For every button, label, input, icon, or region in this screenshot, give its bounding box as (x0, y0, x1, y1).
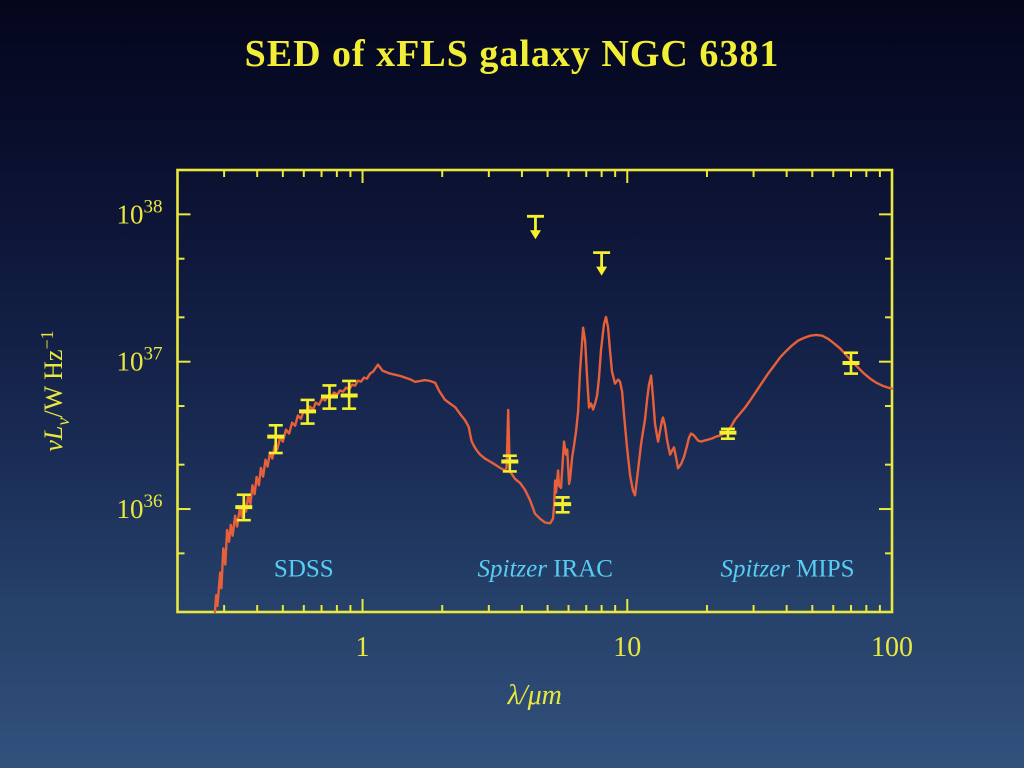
annotation-mips: Spitzer MIPS (720, 556, 854, 583)
y-tick-label: 1038 (117, 196, 163, 229)
x-tick-label: 1 (356, 632, 370, 663)
errorbar-point-SDSS-i (320, 384, 338, 410)
errorbar-point-IRAC-5.8 (554, 496, 572, 514)
errorbar-point-SDSS-r (299, 398, 317, 425)
y-tick-label: 1036 (117, 491, 163, 524)
upper-limit-arrow-IRAC-4.5 (526, 214, 544, 240)
page-title: SED of xFLS galaxy NGC 6381 (244, 33, 780, 75)
plot-frame (176, 168, 894, 614)
errorbar-point-SDSS-g (267, 424, 285, 455)
x-axis-label: λ/μm (507, 680, 562, 711)
errorbar-point-SDSS-z (340, 379, 358, 410)
upper-limit-arrow-IRAC-8.0 (593, 251, 611, 276)
y-tick-label: 1037 (117, 344, 163, 377)
x-tick-label: 10 (613, 632, 641, 663)
y-axis-label: νLν/W Hz−1 (37, 330, 73, 451)
annotation-irac: Spitzer IRAC (478, 556, 613, 583)
errorbar-point-MIPS-24 (719, 427, 737, 441)
errorbar-point-SDSS-u (235, 493, 253, 522)
sed-model-curve (213, 315, 894, 614)
x-tick-label: 100 (871, 632, 913, 663)
errorbar-point-IRAC-3.6 (501, 454, 519, 473)
errorbar-point-MIPS-70 (842, 351, 860, 375)
annotation-sdss: SDSS (274, 556, 334, 583)
